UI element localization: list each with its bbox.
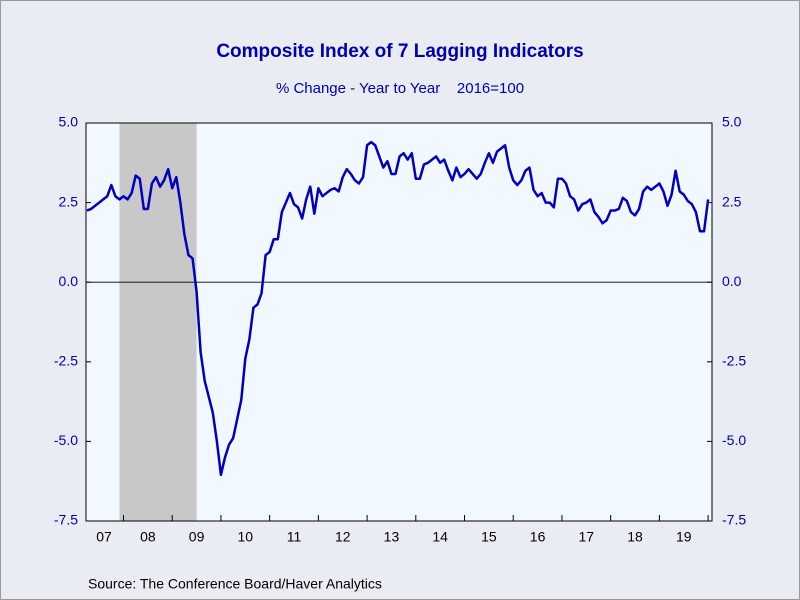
x-tick-label: 12 — [335, 529, 351, 545]
x-tick-label: 18 — [627, 529, 643, 545]
y-tick-label: 2.5 — [59, 193, 79, 209]
y2-tick-label: 0.0 — [722, 273, 742, 289]
x-tick-label: 11 — [287, 529, 302, 545]
y-tick-label: 5.0 — [59, 114, 79, 130]
data-line — [86, 140, 710, 477]
chart-subtitle: % Change - Year to Year 2016=100 — [276, 80, 524, 97]
x-tick-label: 17 — [579, 529, 595, 545]
x-tick-label: 13 — [384, 529, 400, 545]
y2-tick-label: 2.5 — [722, 193, 742, 209]
y2-tick-label: -7.5 — [722, 512, 746, 528]
x-tick-label: 19 — [676, 529, 692, 545]
x-tick-label: 08 — [140, 529, 156, 545]
chart-title: Composite Index of 7 Lagging Indicators — [216, 41, 583, 62]
source-note: Source: The Conference Board/Haver Analy… — [88, 576, 382, 592]
y-tick-label: -5.0 — [54, 432, 78, 448]
x-tick-label: 16 — [530, 529, 546, 545]
y-tick-label: -2.5 — [54, 353, 78, 369]
y-tick-label: -7.5 — [54, 512, 78, 528]
plot-border — [85, 122, 713, 522]
x-tick-label: 09 — [189, 529, 205, 545]
y2-tick-label: 5.0 — [722, 114, 742, 130]
y-tick-label: 0.0 — [59, 273, 79, 289]
x-tick-label: 14 — [432, 529, 448, 545]
x-tick-label: 07 — [96, 529, 112, 545]
y2-tick-label: -5.0 — [722, 432, 746, 448]
x-tick-label: 10 — [238, 529, 254, 545]
y2-tick-label: -2.5 — [722, 353, 746, 369]
x-tick-label: 15 — [481, 529, 497, 545]
